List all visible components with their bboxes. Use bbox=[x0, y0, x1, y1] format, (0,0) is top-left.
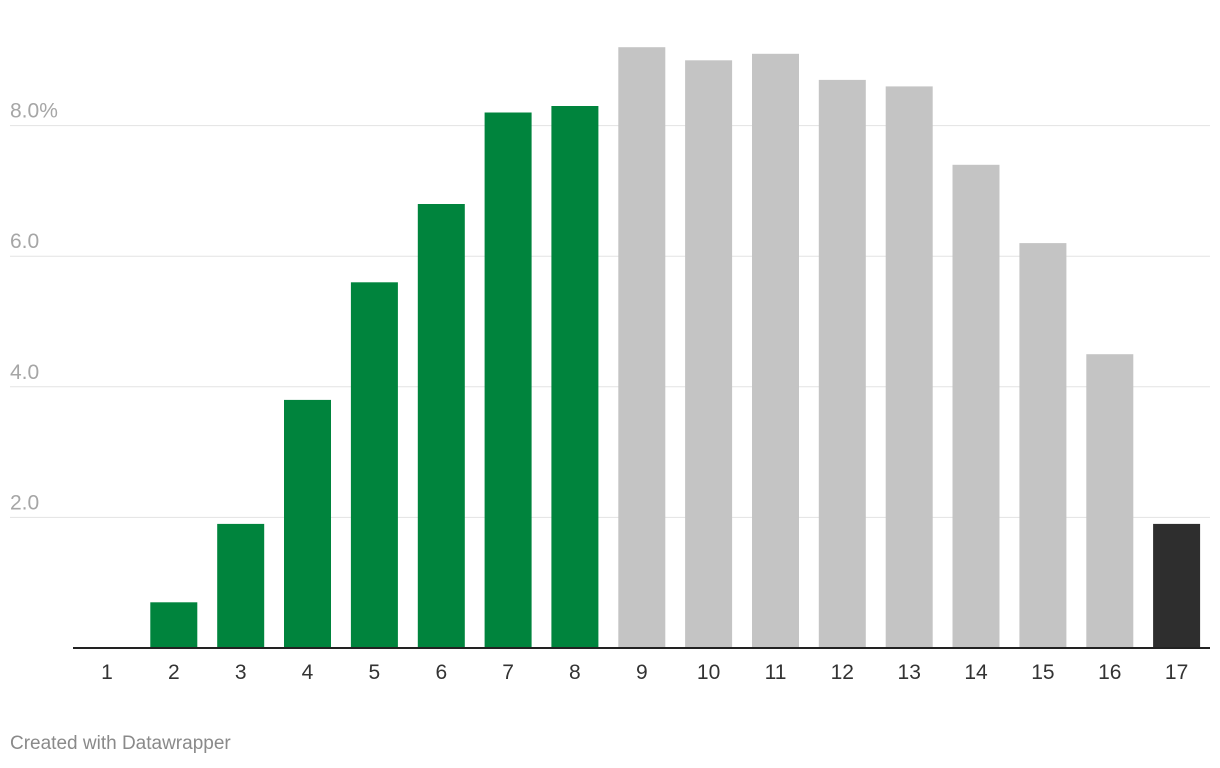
bar-15 bbox=[1019, 243, 1067, 648]
x-tick-label-7: 7 bbox=[502, 661, 514, 684]
x-tick-label-4: 4 bbox=[302, 661, 314, 684]
x-tick-label-10: 10 bbox=[697, 661, 720, 684]
bar-4 bbox=[284, 399, 331, 648]
y-tick-label: 4.0 bbox=[10, 361, 39, 384]
bar-14 bbox=[952, 164, 1000, 649]
bar-17 bbox=[1153, 523, 1201, 648]
x-tick-label-6: 6 bbox=[435, 661, 447, 684]
x-tick-label-14: 14 bbox=[964, 661, 988, 684]
bar-2 bbox=[150, 602, 198, 648]
x-tick-label-3: 3 bbox=[235, 661, 247, 684]
bar-13 bbox=[885, 86, 933, 648]
bar-7 bbox=[484, 112, 532, 648]
bar-6 bbox=[417, 204, 465, 648]
x-tick-label-12: 12 bbox=[831, 661, 854, 684]
x-tick-label-5: 5 bbox=[369, 661, 381, 684]
y-axis-ticks: 2.0 4.0 6.0 8.0% bbox=[10, 100, 58, 515]
bar-8 bbox=[551, 106, 599, 648]
x-tick-label-9: 9 bbox=[636, 661, 648, 684]
x-tick-label-13: 13 bbox=[898, 661, 921, 684]
bar-9 bbox=[618, 47, 666, 648]
x-tick-label-16: 16 bbox=[1098, 661, 1121, 684]
bar-12 bbox=[818, 79, 866, 648]
bar-3 bbox=[217, 523, 265, 648]
x-axis-ticks: 1 2 3 4 5 6 7 8 9 10 11 12 13 14 15 16 17 bbox=[101, 661, 1188, 684]
y-tick-label: 8.0% bbox=[10, 100, 58, 123]
x-tick-label-17: 17 bbox=[1165, 661, 1188, 684]
bar-16 bbox=[1086, 354, 1134, 648]
datawrapper-credit: Created with Datawrapper bbox=[10, 733, 231, 754]
y-tick-label: 2.0 bbox=[10, 491, 39, 514]
x-tick-label-8: 8 bbox=[569, 661, 581, 684]
bar-5 bbox=[350, 282, 398, 648]
y-tick-label: 6.0 bbox=[10, 230, 39, 253]
x-tick-label-15: 15 bbox=[1031, 661, 1054, 684]
x-tick-label-2: 2 bbox=[168, 661, 180, 684]
gridlines bbox=[10, 125, 1210, 518]
x-tick-label-11: 11 bbox=[765, 661, 787, 684]
bars bbox=[150, 47, 1201, 649]
x-tick-label-1: 1 bbox=[101, 661, 113, 684]
bar-10 bbox=[685, 60, 733, 649]
bar-11 bbox=[752, 53, 799, 649]
